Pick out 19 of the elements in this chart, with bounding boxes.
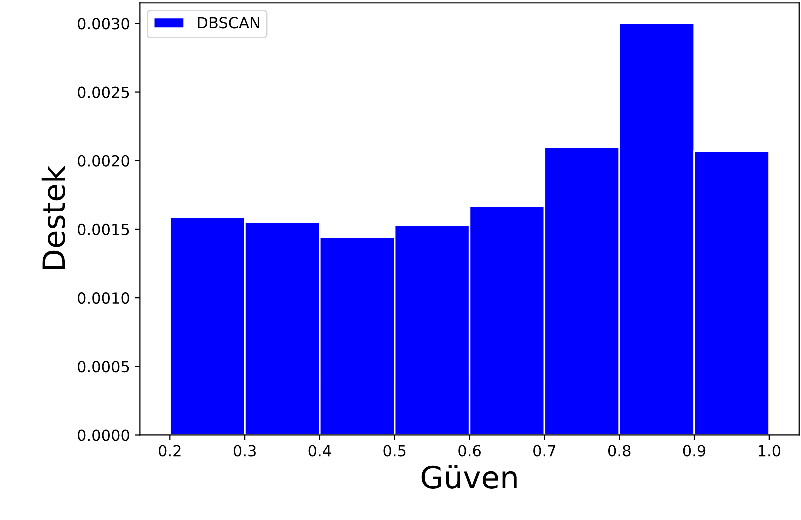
x-tick-label: 0.5 <box>384 445 406 457</box>
y-tick-label: 0.0005 <box>78 361 130 373</box>
y-tick-label: 0.0020 <box>78 155 130 167</box>
x-tick-label: 0.6 <box>458 445 481 457</box>
y-tick-label: 0.0025 <box>78 86 130 98</box>
x-tick-label: 0.3 <box>234 445 256 457</box>
y-tick-label: 0.0000 <box>78 430 130 442</box>
x-tick-label: 0.7 <box>534 445 556 457</box>
y-axis-title: Destek <box>42 166 66 270</box>
legend-label: DBSCAN <box>198 17 260 29</box>
x-tick-label: 0.9 <box>683 445 706 457</box>
y-tick-label: 0.0010 <box>78 292 130 304</box>
y-tick-label: 0.0030 <box>78 18 130 30</box>
x-tick-label: 1.0 <box>758 445 781 457</box>
x-axis-title: Güven <box>422 465 517 489</box>
y-tick-label: 0.0015 <box>78 224 130 236</box>
x-tick-label: 0.2 <box>159 445 181 457</box>
x-tick-label: 0.8 <box>608 445 631 457</box>
x-tick-label: 0.4 <box>308 445 332 457</box>
